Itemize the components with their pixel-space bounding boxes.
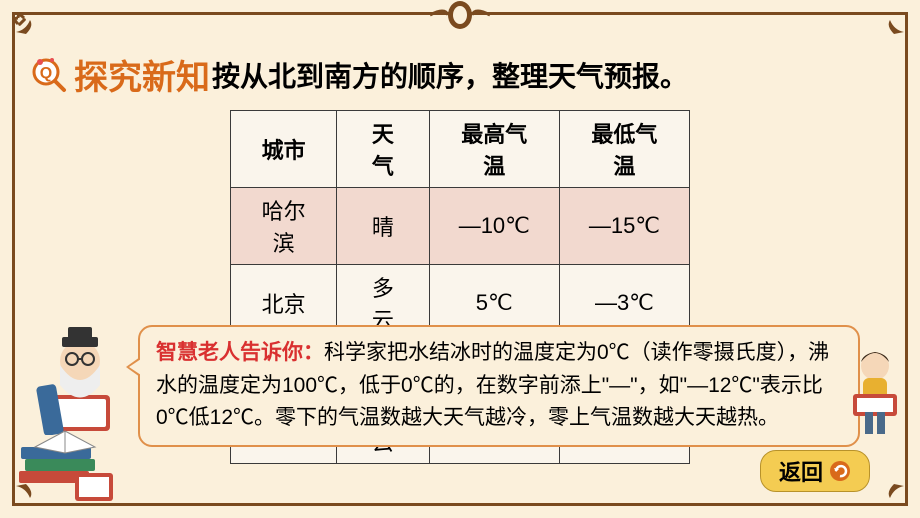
magnifier-q-icon: Q <box>30 56 68 94</box>
frame-corner-icon <box>868 466 908 506</box>
frame-top-ornament-icon <box>420 0 500 33</box>
table-header-cell: 最低气温 <box>559 111 689 188</box>
student-reading-icon <box>847 348 902 438</box>
table-header-cell: 天气 <box>337 111 430 188</box>
frame-corner-icon <box>12 12 52 52</box>
table-header-row: 城市 天气 最高气温 最低气温 <box>231 111 690 188</box>
wise-old-man-icon <box>30 325 130 435</box>
return-arrow-icon <box>829 460 851 482</box>
table-header-cell: 最高气温 <box>429 111 559 188</box>
header-highlight: 探究新知 <box>74 50 210 99</box>
header-subtitle: 按从北到南方的顺序，整理天气预报。 <box>212 55 688 95</box>
books-stack-icon <box>15 423 115 503</box>
table-row: 哈尔滨晴—10℃—15℃ <box>231 188 690 265</box>
page-header: Q 探究新知 按从北到南方的顺序，整理天气预报。 <box>30 50 890 99</box>
table-cell: —10℃ <box>429 188 559 265</box>
back-button-label: 返回 <box>779 455 823 487</box>
back-button[interactable]: 返回 <box>760 450 870 492</box>
table-cell: 哈尔滨 <box>231 188 337 265</box>
svg-text:Q: Q <box>40 65 52 82</box>
table-cell: —15℃ <box>559 188 689 265</box>
sage-speech-bubble: 智慧老人告诉你：科学家把水结冰时的温度定为0℃（读作零摄氏度），沸水的温度定为1… <box>138 325 860 447</box>
sage-tip-row: 智慧老人告诉你：科学家把水结冰时的温度定为0℃（读作零摄氏度），沸水的温度定为1… <box>30 325 860 447</box>
frame-corner-icon <box>868 12 908 52</box>
table-cell: 晴 <box>337 188 430 265</box>
table-header-cell: 城市 <box>231 111 337 188</box>
bubble-lead-text: 智慧老人告诉你： <box>156 341 324 364</box>
